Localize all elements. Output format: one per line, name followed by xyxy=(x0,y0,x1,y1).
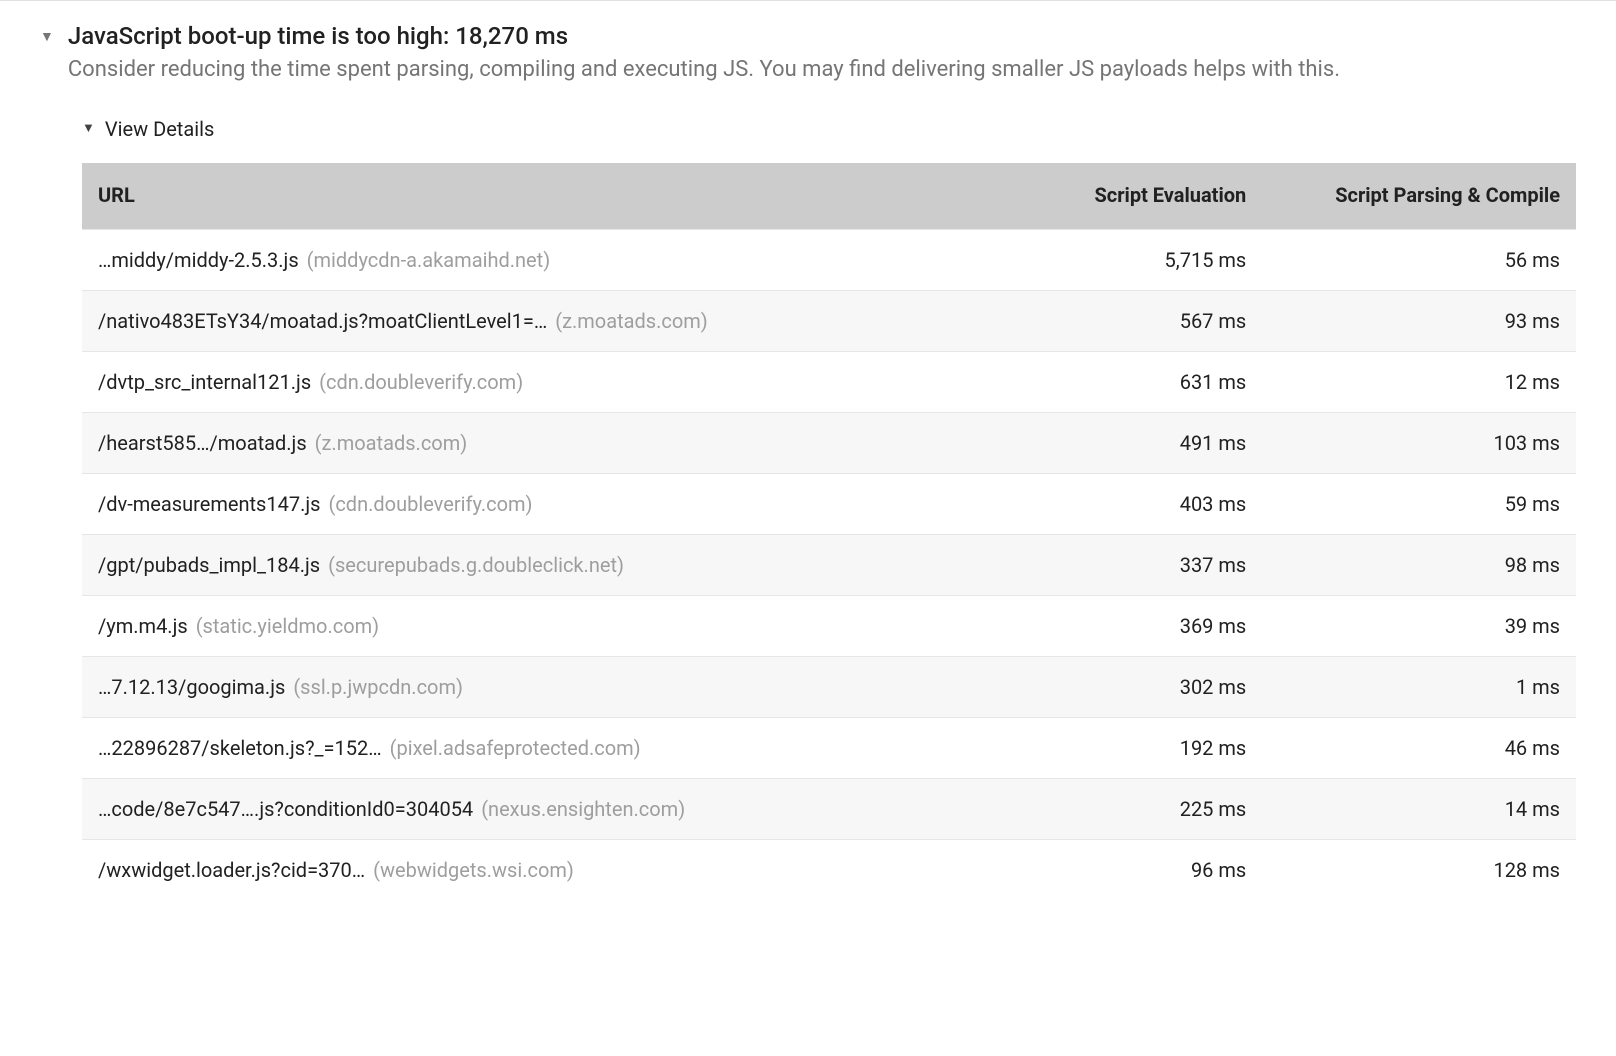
cell-script-evaluation: 302 ms xyxy=(993,657,1262,718)
cell-url[interactable]: …7.12.13/googima.js (ssl.p.jwpcdn.com) xyxy=(82,657,993,718)
cell-script-parsing-compile: 39 ms xyxy=(1262,596,1576,657)
table-row: /dv-measurements147.js (cdn.doubleverify.… xyxy=(82,474,1576,535)
cell-url[interactable]: /nativo483ETsY34/moatad.js?moatClientLev… xyxy=(82,291,993,352)
cell-script-evaluation: 631 ms xyxy=(993,352,1262,413)
cell-url[interactable]: …middy/middy-2.5.3.js (middycdn-a.akamaih… xyxy=(82,230,993,291)
audit-title-block: JavaScript boot-up time is too high: 18,… xyxy=(68,21,1576,85)
cell-script-parsing-compile: 56 ms xyxy=(1262,230,1576,291)
col-header-url: URL xyxy=(82,163,993,230)
details-section: ▼ View Details URL Script Evaluation Scr… xyxy=(82,117,1576,900)
url-domain: (pixel.adsafeprotected.com) xyxy=(390,736,641,760)
cell-url[interactable]: /wxwidget.loader.js?cid=370… (webwidgets.… xyxy=(82,840,993,901)
url-path: …22896287/skeleton.js?_=152… xyxy=(98,736,382,760)
cell-script-evaluation: 491 ms xyxy=(993,413,1262,474)
url-domain: (cdn.doubleverify.com) xyxy=(328,492,532,516)
table-row: …code/8e7c547….js?conditionId0=304054 (ne… xyxy=(82,779,1576,840)
cell-url[interactable]: /hearst585…/moatad.js (z.moatads.com) xyxy=(82,413,993,474)
details-toggle[interactable]: ▼ View Details xyxy=(82,117,1576,141)
scripts-table: URL Script Evaluation Script Parsing & C… xyxy=(82,163,1576,900)
cell-script-parsing-compile: 128 ms xyxy=(1262,840,1576,901)
table-row: /ym.m4.js (static.yieldmo.com) 369 ms39 ms xyxy=(82,596,1576,657)
table-row: …22896287/skeleton.js?_=152… (pixel.adsaf… xyxy=(82,718,1576,779)
table-row: …7.12.13/googima.js (ssl.p.jwpcdn.com) 302… xyxy=(82,657,1576,718)
cell-url[interactable]: /dvtp_src_internal121.js (cdn.doubleverif… xyxy=(82,352,993,413)
table-row: …middy/middy-2.5.3.js (middycdn-a.akamaih… xyxy=(82,230,1576,291)
cell-script-evaluation: 567 ms xyxy=(993,291,1262,352)
cell-script-parsing-compile: 98 ms xyxy=(1262,535,1576,596)
col-header-parse: Script Parsing & Compile xyxy=(1262,163,1576,230)
audit-title: JavaScript boot-up time is too high: 18,… xyxy=(68,21,1576,51)
url-domain: (cdn.doubleverify.com) xyxy=(319,370,523,394)
url-domain: (z.moatads.com) xyxy=(315,431,468,455)
cell-script-parsing-compile: 46 ms xyxy=(1262,718,1576,779)
cell-url[interactable]: …code/8e7c547….js?conditionId0=304054 (ne… xyxy=(82,779,993,840)
cell-url[interactable]: /ym.m4.js (static.yieldmo.com) xyxy=(82,596,993,657)
audit-panel: ▼ JavaScript boot-up time is too high: 1… xyxy=(0,21,1616,900)
url-path: …code/8e7c547….js?conditionId0=304054 xyxy=(98,797,473,821)
cell-script-parsing-compile: 14 ms xyxy=(1262,779,1576,840)
collapse-icon[interactable]: ▼ xyxy=(40,23,54,51)
cell-script-evaluation: 225 ms xyxy=(993,779,1262,840)
url-domain: (securepubads.g.doubleclick.net) xyxy=(328,553,624,577)
url-path: …7.12.13/googima.js xyxy=(98,675,285,699)
cell-url[interactable]: /dv-measurements147.js (cdn.doubleverify.… xyxy=(82,474,993,535)
col-header-eval: Script Evaluation xyxy=(993,163,1262,230)
cell-url[interactable]: …22896287/skeleton.js?_=152… (pixel.adsaf… xyxy=(82,718,993,779)
table-row: /hearst585…/moatad.js (z.moatads.com) 491 … xyxy=(82,413,1576,474)
top-divider xyxy=(0,0,1616,1)
url-path: /gpt/pubads_impl_184.js xyxy=(98,553,320,577)
url-domain: (z.moatads.com) xyxy=(555,309,708,333)
cell-script-evaluation: 369 ms xyxy=(993,596,1262,657)
cell-script-evaluation: 96 ms xyxy=(993,840,1262,901)
url-path: /dvtp_src_internal121.js xyxy=(98,370,311,394)
url-path: /hearst585…/moatad.js xyxy=(98,431,307,455)
cell-script-parsing-compile: 1 ms xyxy=(1262,657,1576,718)
url-domain: (static.yieldmo.com) xyxy=(196,614,379,638)
url-path: /ym.m4.js xyxy=(98,614,188,638)
cell-script-parsing-compile: 103 ms xyxy=(1262,413,1576,474)
cell-script-parsing-compile: 12 ms xyxy=(1262,352,1576,413)
url-domain: (middycdn-a.akamaihd.net) xyxy=(307,248,551,272)
cell-script-evaluation: 5,715 ms xyxy=(993,230,1262,291)
cell-script-evaluation: 337 ms xyxy=(993,535,1262,596)
table-row: /wxwidget.loader.js?cid=370… (webwidgets.… xyxy=(82,840,1576,901)
cell-script-evaluation: 192 ms xyxy=(993,718,1262,779)
audit-description: Consider reducing the time spent parsing… xyxy=(68,55,1576,85)
url-path: …middy/middy-2.5.3.js xyxy=(98,248,299,272)
cell-script-parsing-compile: 59 ms xyxy=(1262,474,1576,535)
url-domain: (nexus.ensighten.com) xyxy=(481,797,685,821)
url-domain: (webwidgets.wsi.com) xyxy=(373,858,574,882)
url-path: /wxwidget.loader.js?cid=370… xyxy=(98,858,365,882)
table-row: /dvtp_src_internal121.js (cdn.doubleverif… xyxy=(82,352,1576,413)
cell-url[interactable]: /gpt/pubads_impl_184.js (securepubads.g.d… xyxy=(82,535,993,596)
collapse-icon[interactable]: ▼ xyxy=(82,118,95,140)
audit-header[interactable]: ▼ JavaScript boot-up time is too high: 1… xyxy=(40,21,1576,85)
url-path: /dv-measurements147.js xyxy=(98,492,320,516)
table-row: /nativo483ETsY34/moatad.js?moatClientLev… xyxy=(82,291,1576,352)
table-header-row: URL Script Evaluation Script Parsing & C… xyxy=(82,163,1576,230)
details-label: View Details xyxy=(105,117,214,141)
table-row: /gpt/pubads_impl_184.js (securepubads.g.d… xyxy=(82,535,1576,596)
cell-script-evaluation: 403 ms xyxy=(993,474,1262,535)
url-path: /nativo483ETsY34/moatad.js?moatClientLev… xyxy=(98,309,547,333)
url-domain: (ssl.p.jwpcdn.com) xyxy=(293,675,463,699)
cell-script-parsing-compile: 93 ms xyxy=(1262,291,1576,352)
